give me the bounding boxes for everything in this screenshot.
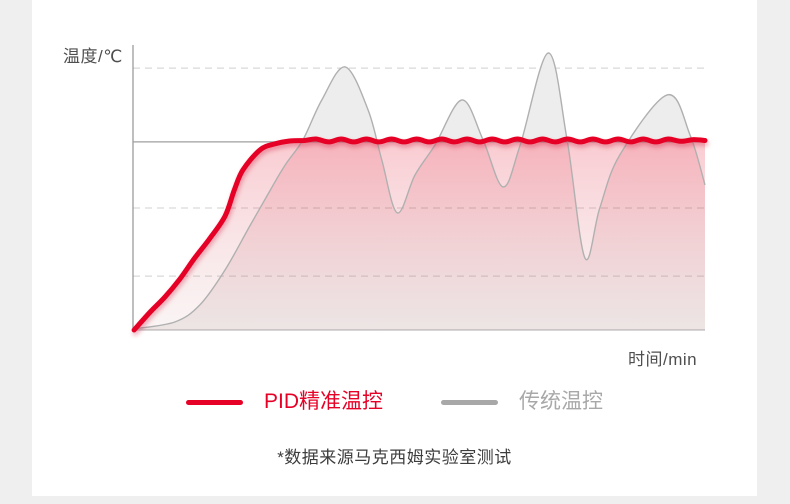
- data-source-footnote: *数据来源马克西姆实验室测试: [277, 448, 512, 467]
- chart-card: 温度/℃ 时间/min PID精准温控 传统温控 *数据来源马克西姆实验室测试: [32, 0, 757, 496]
- legend-item-traditional: 传统温控: [441, 389, 603, 415]
- traditional-line-swatch-icon: [441, 399, 498, 405]
- legend-label-traditional: 传统温控: [519, 390, 603, 413]
- pid-line-swatch-icon: [185, 399, 243, 405]
- pid-curve: [131, 136, 708, 333]
- y-axis-label: 温度/℃: [63, 47, 123, 66]
- traditional-curve: [133, 52, 706, 330]
- pid-area: [134, 138, 706, 330]
- legend-label-pid: PID精准温控: [263, 390, 383, 413]
- x-axis-label: 时间/min: [628, 350, 698, 369]
- chart-legend: PID精准温控 传统温控: [32, 389, 757, 415]
- legend-item-pid: PID精准温控: [185, 389, 383, 415]
- temperature-chart: [131, 45, 708, 333]
